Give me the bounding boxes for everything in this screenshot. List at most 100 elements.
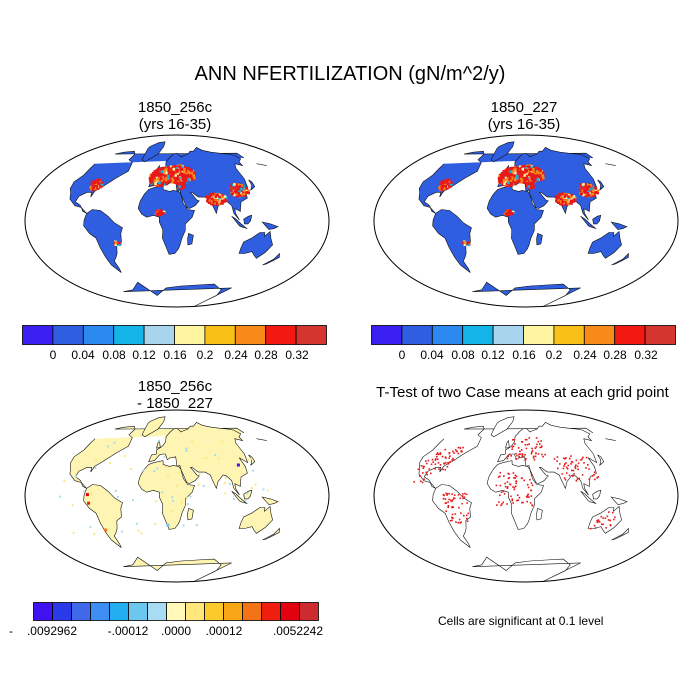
map-case2-hot-cell [467,243,470,247]
map-ttest-sig-cell [609,524,612,527]
map-case2-hot-cell [463,241,467,244]
map-case1 [24,134,330,308]
map-case2-hot-cell [450,181,453,184]
map-case2-hot-cell [512,173,516,176]
map-case1-hot-cell [114,241,118,244]
map-case2-hot-cell [447,178,451,182]
map-ttest-sig-cell [527,493,529,496]
map-case2-hot-cell [557,199,560,202]
map-diff-diff-cell [167,475,170,478]
map-ttest-sig-cell [437,453,440,456]
map-diff-diff-cell [251,469,254,472]
map-ttest-sig-cell [439,464,442,466]
cb2-tick-1: 0.04 [420,348,444,362]
map-diff-land-africa [137,460,195,530]
map-case2-hot-cell [523,176,526,180]
map-case2-hot-cell [591,185,595,188]
map-ttest-sig-cell [457,521,459,524]
map-case2-hot-cell [525,182,529,185]
map-ttest-sig-cell [439,453,442,456]
map-case2-hot-cell [536,170,539,174]
map-case1-hot-cell [153,174,157,178]
map-case1-hot-cell [149,181,153,184]
map-case2-hot-cell [537,168,540,172]
map-ttest-sig-cell [523,479,525,482]
map-case1-hot-cell [235,191,238,194]
map-case2-hot-cell [525,168,528,172]
map-case2-hot-cell [585,195,588,198]
map-diff-diff-cell [89,525,92,528]
map-case1-hot-cell [174,178,178,181]
map-case2-hot-cell [523,168,527,172]
map-case1-hot-cell [235,192,239,196]
map-case1-hot-cell [96,179,100,182]
map-case1-hot-cell [237,192,241,195]
map-case2-hot-cell [522,166,525,169]
map-ttest-sig-cell [535,446,538,448]
map-case1-hot-cell [171,179,175,182]
map-ttest-sig-cell [517,499,520,501]
map-ttest-sig-cell [534,447,537,449]
map-case2-hot-cell [592,194,596,197]
map-diff-diff-cell [202,484,205,487]
map-ttest-sig-cell [452,517,454,520]
map-case1-land-japan [248,179,256,191]
map-case1-hot-cell [190,169,193,173]
map-case2-hot-cell [564,200,568,204]
map-ttest-sig-cell [451,493,453,495]
map-ttest-sig-cell [444,469,447,471]
map-diff-diff-cell [155,500,158,503]
map-case2 [373,134,679,308]
map-ttest-sig-cell [434,468,436,470]
map-ttest-land-uk [505,439,510,449]
cb3-tick-0-minus: - [9,624,13,638]
map-ttest-sig-cell [427,459,430,462]
map-ttest-sig-cell [540,446,543,448]
map-ttest-sig-cell [559,463,561,465]
map-case1-hot-cell [91,188,95,192]
map-ttest-sig-cell [565,466,568,469]
map-ttest-sig-cell [452,450,454,453]
map-diff-diff-cell [251,487,253,489]
map-ttest-sig-cell [540,445,543,448]
map-diff-border [24,409,330,583]
map-case2-hot-cell [527,165,531,169]
map-case1-hot-cell [184,170,188,173]
map-ttest-sig-cell [512,445,515,448]
map-ttest-sig-cell [451,516,453,519]
map-diff-diff-cell [182,524,185,527]
map-diff-diff-cell [172,500,174,502]
map-ttest-sig-cell [563,465,565,467]
map-case1-hot-cell [176,168,179,172]
map-ttest-sig-cell [449,519,452,522]
map-case2-hot-cell [586,192,590,195]
map-ttest-sig-cell [570,455,572,457]
map-case2-hot-cell [584,192,588,196]
panel-title-diff-line1: 1850_256c [137,378,213,395]
map-case1-hot-cell [165,167,169,171]
map-diff-diff-cell [175,484,178,487]
map-case2-land-madagascar [536,232,543,246]
map-case1-hot-cell [173,179,177,183]
map-ttest-sig-cell [536,443,538,446]
map-case1-hot-cell [242,192,246,196]
map-diff-diff-cell [94,458,97,461]
map-case1-hot-cell [149,174,153,178]
map-case2-hot-cell [506,212,510,215]
map-case1-hot-cell [180,186,184,190]
map-ttest-sig-cell [528,496,530,498]
map-ttest-sig-cell [448,492,450,495]
map-ttest-sig-cell [430,463,433,466]
map-case1-hot-cell [160,209,163,213]
map-case1-land-madagascar [187,232,194,246]
map-case1-hot-cell [172,174,175,177]
map-case1-hot-cell [176,175,179,178]
map-diff-diff-cell [214,454,217,456]
map-case1-hot-cell [156,213,160,217]
map-case1-hot-cell [219,196,223,200]
map-ttest-sig-cell [506,487,509,489]
map-ttest-sig-cell [515,482,517,485]
map-case1-hot-cell [89,186,93,189]
colorbar-box [204,325,236,345]
map-case2-hot-cell [442,181,446,185]
